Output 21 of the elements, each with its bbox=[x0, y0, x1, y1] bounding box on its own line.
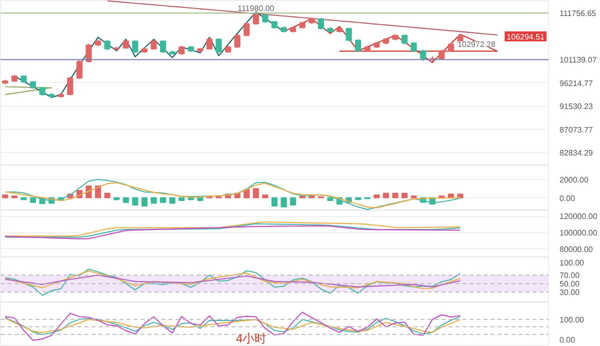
y-tick-label: 100.00 bbox=[560, 258, 585, 268]
y-tick-label: 101139.07 bbox=[560, 56, 598, 65]
y-tick-label: 91530.23 bbox=[560, 102, 594, 112]
y-tick-label: 30.00 bbox=[560, 288, 580, 297]
text: 106294.51 bbox=[506, 32, 546, 42]
data-label: 102972.28 bbox=[458, 40, 496, 50]
y-tick-label: 50.00 bbox=[560, 280, 580, 289]
text: 111980.00 bbox=[238, 4, 274, 14]
y-tick-label: 0.00 bbox=[560, 335, 576, 344]
y-tick-label: 100.00 bbox=[560, 315, 585, 324]
y-tick-label: 87073.77 bbox=[560, 125, 594, 134]
y-tick-label: 80000.00 bbox=[560, 244, 594, 254]
y-tick-label: 82834.29 bbox=[560, 148, 594, 158]
y-tick-label: 2000.00 bbox=[560, 176, 589, 185]
y-tick-label: 100000.00 bbox=[560, 228, 598, 238]
y-tick-label: 111756.65 bbox=[560, 9, 597, 18]
y-tick-label: 96214.77 bbox=[560, 78, 594, 88]
y-tick-label: 120000.00 bbox=[560, 212, 598, 222]
y-tick-label: 0.00 bbox=[560, 194, 576, 203]
annotation: 4小时 bbox=[236, 332, 267, 346]
y-tick-label: 70.00 bbox=[560, 271, 580, 280]
